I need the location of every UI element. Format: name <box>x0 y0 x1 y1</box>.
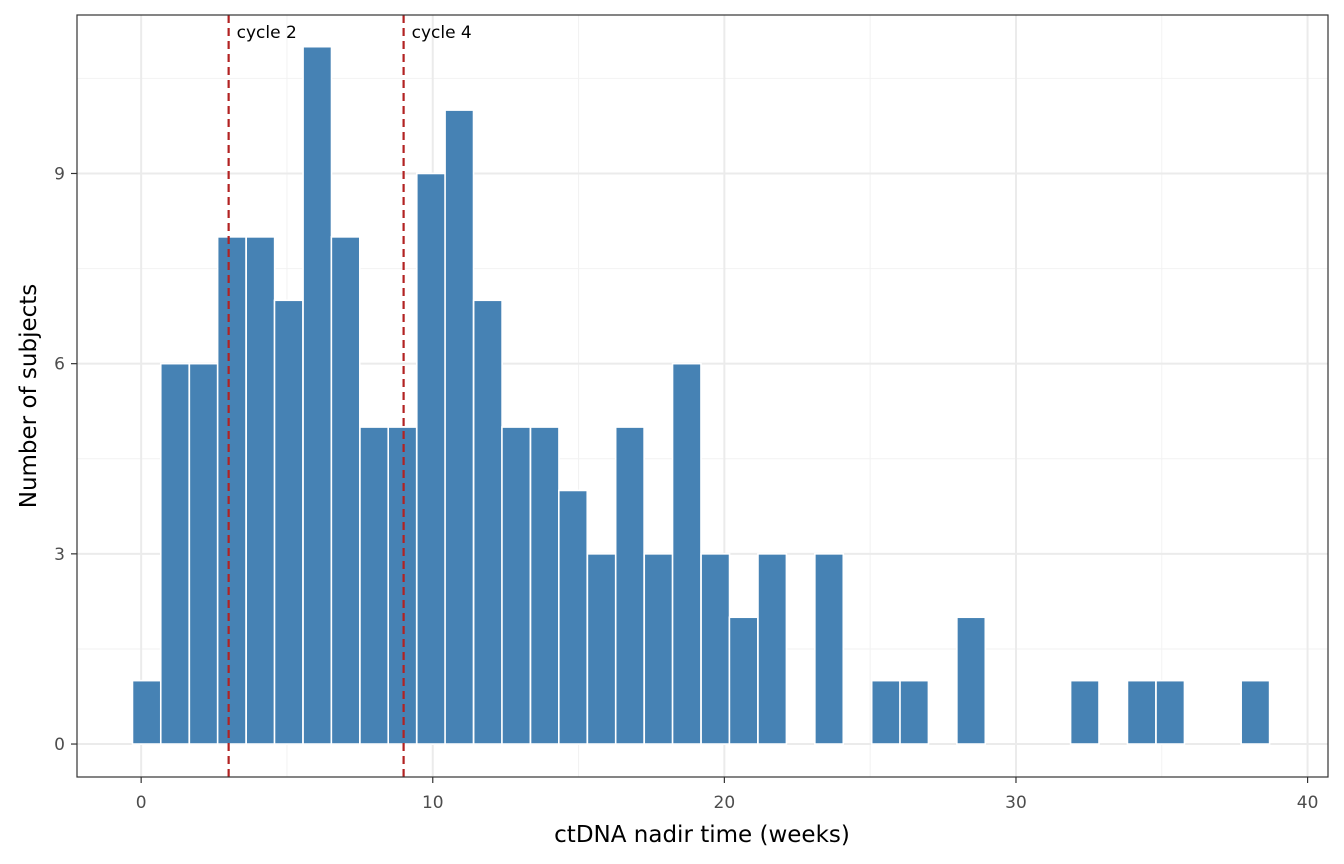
x-axis: 0 10 20 30 40 <box>136 777 1319 813</box>
histogram-bar <box>529 426 560 745</box>
histogram-bar <box>671 362 702 745</box>
reference-lines: cycle 2 cycle 4 <box>227 15 472 777</box>
histogram-bars <box>131 45 1271 745</box>
x-tick-label: 0 <box>136 793 147 813</box>
histogram-bar <box>330 236 361 745</box>
histogram-bar <box>614 426 645 745</box>
histogram-bar <box>415 172 447 745</box>
histogram-bar <box>273 299 304 745</box>
histogram-bar <box>444 109 475 745</box>
histogram-bar <box>472 299 503 745</box>
histogram-bar <box>956 616 987 745</box>
x-tick-label: 40 <box>1297 793 1319 813</box>
histogram-bar <box>245 236 276 745</box>
histogram-bar <box>387 426 418 745</box>
histogram-bar <box>302 45 333 745</box>
histogram-bar <box>1240 679 1271 745</box>
histogram-bar <box>1155 679 1186 745</box>
reference-line-label: cycle 4 <box>412 23 472 43</box>
histogram-bar <box>700 553 731 745</box>
grid-minor <box>77 15 1328 777</box>
histogram-bar <box>558 489 589 745</box>
x-tick-label: 20 <box>714 793 736 813</box>
panel-border <box>76 14 1329 778</box>
y-tick-label: 6 <box>54 355 65 375</box>
x-tick-label: 10 <box>422 793 444 813</box>
histogram-bar <box>643 553 674 745</box>
histogram-bar <box>899 679 930 745</box>
histogram-bar <box>501 426 532 745</box>
y-tick-label: 9 <box>54 164 65 184</box>
y-tick-label: 0 <box>54 735 65 755</box>
x-tick-label: 30 <box>1005 793 1027 813</box>
histogram-bar <box>728 616 759 745</box>
histogram-bar <box>188 362 219 745</box>
reference-line-label: cycle 2 <box>237 23 297 43</box>
histogram-bar <box>159 362 190 745</box>
histogram-bar <box>586 553 617 745</box>
y-axis-title: Number of subjects <box>16 284 42 509</box>
histogram-bar <box>359 426 390 745</box>
histogram-bar <box>814 553 845 745</box>
y-tick-label: 3 <box>54 545 65 565</box>
histogram-bar <box>216 236 247 745</box>
histogram-bar <box>870 679 901 745</box>
y-axis: 0 3 6 9 <box>54 164 77 755</box>
histogram-bar <box>757 553 788 745</box>
histogram-bar <box>1126 679 1157 745</box>
x-axis-title: ctDNA nadir time (weeks) <box>554 822 850 848</box>
histogram-bar <box>1069 679 1100 745</box>
histogram-bar <box>131 679 162 745</box>
